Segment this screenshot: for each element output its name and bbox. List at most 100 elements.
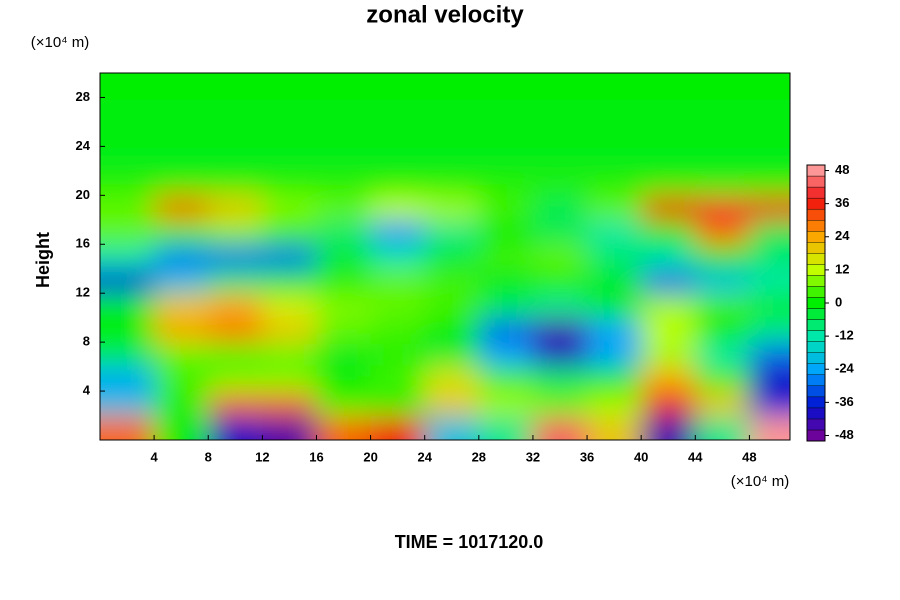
- cell: [749, 146, 790, 172]
- cell: [695, 219, 750, 245]
- y-tick-label: 20: [76, 187, 90, 202]
- cell: [532, 391, 588, 417]
- colorbar-swatch: [806, 341, 826, 353]
- cell: [695, 73, 750, 98]
- cell: [154, 268, 209, 294]
- chart-title: zonal velocity: [366, 1, 524, 28]
- cell: [749, 342, 790, 368]
- cell: [695, 244, 750, 270]
- colorbar-swatch: [806, 219, 826, 232]
- colorbar-swatch: [806, 374, 826, 387]
- colorbar-tick-label: 24: [835, 228, 850, 243]
- cell: [262, 146, 317, 172]
- cell: [370, 73, 426, 98]
- cell: [370, 244, 426, 270]
- cell: [641, 195, 696, 221]
- cell: [532, 97, 588, 123]
- cell: [587, 391, 642, 417]
- cell: [154, 170, 209, 196]
- footer: TIME = 1017120.0: [395, 532, 544, 552]
- cell: [424, 415, 480, 440]
- cell: [478, 293, 534, 319]
- cell: [749, 366, 790, 392]
- cell: [695, 342, 750, 368]
- cell: [262, 415, 317, 440]
- cell: [154, 293, 209, 319]
- cell: [262, 170, 317, 196]
- cell: [478, 121, 534, 147]
- cell: [641, 268, 696, 294]
- x-tick-label: 4: [151, 449, 159, 464]
- heatmap: [100, 73, 790, 440]
- cell: [587, 293, 642, 319]
- cell: [587, 146, 642, 172]
- cell: [154, 342, 209, 368]
- cell: [587, 219, 642, 245]
- cell: [641, 317, 696, 343]
- cell: [587, 97, 642, 123]
- colorbar-swatch: [806, 275, 826, 287]
- cell: [208, 391, 263, 417]
- cell: [749, 121, 790, 147]
- x-unit: (×10⁴ m): [731, 473, 790, 490]
- x-tick-label: 16: [309, 449, 323, 464]
- cell: [478, 317, 534, 343]
- cell: [208, 219, 263, 245]
- cell: [749, 293, 790, 319]
- cell: [695, 317, 750, 343]
- colorbar-swatch: [806, 352, 826, 364]
- cell: [316, 268, 372, 294]
- cell: [532, 219, 588, 245]
- cell: [316, 342, 372, 368]
- cell: [641, 293, 696, 319]
- cell: [587, 244, 642, 270]
- cell: [100, 415, 155, 440]
- cell: [695, 293, 750, 319]
- cell: [478, 415, 534, 440]
- colorbar-tick-label: 12: [835, 261, 849, 276]
- colorbar-tick-label: -48: [835, 427, 854, 442]
- cell: [262, 317, 317, 343]
- cell: [478, 195, 534, 221]
- cell: [749, 73, 790, 98]
- cell: [262, 268, 317, 294]
- cell: [424, 268, 480, 294]
- cell: [749, 268, 790, 294]
- colorbar-tick-label: -36: [835, 394, 854, 409]
- cell: [316, 121, 372, 147]
- cell: [316, 219, 372, 245]
- cell: [587, 366, 642, 392]
- cell: [370, 195, 426, 221]
- cell: [641, 391, 696, 417]
- cell: [100, 268, 155, 294]
- cell: [641, 244, 696, 270]
- cell: [370, 415, 426, 440]
- cell: [532, 244, 588, 270]
- cell: [208, 170, 263, 196]
- colorbar-swatch: [806, 385, 826, 398]
- plot-frame: [99, 72, 791, 441]
- cell: [100, 366, 155, 392]
- colorbar-tick-label: -12: [835, 328, 854, 343]
- cell: [641, 170, 696, 196]
- cell: [154, 391, 209, 417]
- colorbar-tick-label: -24: [835, 361, 855, 376]
- cell: [154, 415, 209, 440]
- cell: [154, 146, 209, 172]
- colorbar: -48 -36 -24 -12 0 12 24 36 48: [806, 162, 855, 442]
- cell: [100, 121, 155, 147]
- cell: [587, 268, 642, 294]
- cell: [100, 391, 155, 417]
- cell: [100, 146, 155, 172]
- cell: [424, 170, 480, 196]
- cell: [208, 97, 263, 123]
- cell: [749, 195, 790, 221]
- cell: [154, 97, 209, 123]
- cell: [100, 219, 155, 245]
- cell: [316, 146, 372, 172]
- cell: [532, 146, 588, 172]
- cell: [370, 121, 426, 147]
- colorbar-swatch: [806, 363, 826, 375]
- cell: [641, 146, 696, 172]
